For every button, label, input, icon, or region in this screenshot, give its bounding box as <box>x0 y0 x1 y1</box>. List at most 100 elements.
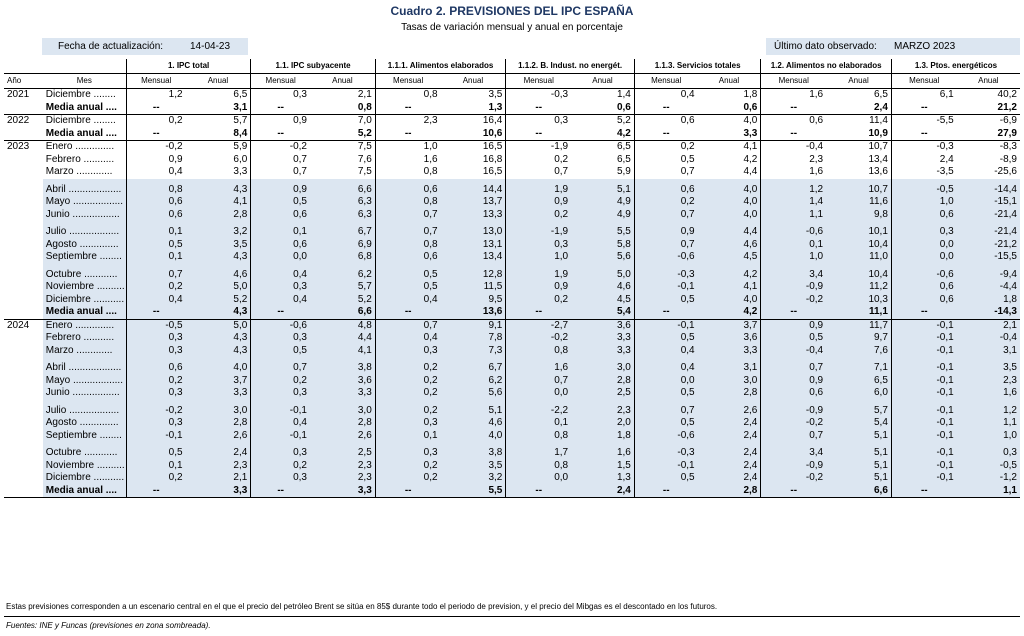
spacer-cell <box>826 263 892 269</box>
mensual-cell: 0,7 <box>250 166 310 179</box>
spacer-row <box>4 442 1020 447</box>
mensual-cell: 0,7 <box>760 362 827 375</box>
anual-cell: 1,8 <box>956 293 1020 306</box>
spacer-cell <box>956 263 1020 269</box>
anual-cell: 10,4 <box>826 238 892 251</box>
spacer-cell <box>440 178 506 184</box>
table-row: Junio ................. 0,3 3,3 0,3 3,3 0,2 5,… <box>4 387 1020 400</box>
mensual-cell: -- <box>250 101 310 115</box>
table-row: 2022 Diciembre ........ 0,2 5,7 0,9 7,0 2,3 16,… <box>4 114 1020 128</box>
mensual-cell: 0,5 <box>633 472 698 485</box>
anual-cell: 3,5 <box>185 238 251 251</box>
mensual-cell: 0,9 <box>760 319 827 332</box>
anual-cell: 4,0 <box>743 115 758 127</box>
year-cell <box>4 404 43 417</box>
anual-cell: 4,0 <box>697 196 761 209</box>
anual-cell: 4,6 <box>697 238 761 251</box>
anual-cell: 0,8 <box>309 101 376 115</box>
spacer-cell <box>42 221 127 226</box>
spacer-cell <box>42 399 127 405</box>
anual-cell: 6,2 <box>309 268 376 281</box>
year-cell <box>4 268 43 281</box>
mensual-cell: -- <box>760 101 827 115</box>
anual-cell: 2,3 <box>309 472 376 485</box>
spacer-row <box>4 178 1020 184</box>
year-header: Año <box>4 73 43 89</box>
anual-cell: 5,0 <box>571 268 635 281</box>
table-row: 2024 Enero .............. -0,5 5,0 -0,6 4,8 0,… <box>4 319 1020 332</box>
mensual-cell: -0,6 <box>890 268 957 281</box>
anual-cell: 2,6 <box>309 429 376 442</box>
anual-cell: 5,1 <box>571 183 635 196</box>
mensual-cell: -- <box>890 306 957 320</box>
month-cell: Octubre ............ <box>42 268 127 281</box>
mensual-cell: -- <box>505 101 572 115</box>
anual-cell: -21,4 <box>956 208 1020 221</box>
anual-cell: 5,5 <box>571 226 635 239</box>
mensual-cell: -0,1 <box>250 429 310 442</box>
group-header: 1.2. Alimentos no elaborados <box>760 59 892 74</box>
year-cell <box>4 442 43 447</box>
table-row: Diciembre ........... 0,2 2,1 0,3 2,3 0,2 3,2 0… <box>4 472 1020 485</box>
anual-cell: 4,2 <box>571 127 635 141</box>
mensual-cell: -0,1 <box>125 429 186 442</box>
anual-cell: 3,3 <box>309 484 376 498</box>
mensual-cell: 0,6 <box>890 208 957 221</box>
mensual-cell: -- <box>374 306 441 320</box>
mensual-cell: -0,1 <box>890 387 957 400</box>
mensual-cell: -5,5 <box>890 114 957 128</box>
spacer-row <box>4 221 1020 226</box>
mensual-cell: 0,2 <box>505 208 572 221</box>
anual-cell: -0,5 <box>956 459 1020 472</box>
mensual-cell: -0,6 <box>250 319 310 332</box>
mensual-cell: -- <box>125 127 186 141</box>
mensual-cell: 1,2 <box>760 183 827 196</box>
mensual-cell: -0,4 <box>760 140 827 154</box>
table-row: Noviembre .......... 0,1 2,3 0,2 2,3 0,2 3,5 0,… <box>4 459 1020 472</box>
table-row: Marzo ............. 0,4 3,3 0,7 7,5 0,8 16,5 0,… <box>4 166 1020 179</box>
spacer-cell <box>440 442 506 447</box>
anual-cell: 5,1 <box>826 447 892 460</box>
anual-cell: 12,8 <box>440 268 506 281</box>
spacer-cell <box>697 357 761 362</box>
spacer-cell <box>185 399 251 405</box>
anual-header: Anual <box>826 73 892 89</box>
month-cell: Mayo .................. <box>42 374 127 387</box>
table-row: Febrero ........... 0,9 6,0 0,7 7,6 1,6 16,8 0,… <box>4 153 1020 166</box>
anual-cell: 4,4 <box>697 226 761 239</box>
spacer-cell <box>697 399 761 405</box>
month-cell: Febrero ........... <box>42 332 127 345</box>
anual-cell: -14,4 <box>956 183 1020 196</box>
anual-cell: 4,9 <box>571 196 635 209</box>
mensual-cell: 0,6 <box>633 183 698 196</box>
anual-cell: -21,4 <box>956 226 1020 239</box>
anual-cell: 6,2 <box>440 374 506 387</box>
anual-cell: 3,6 <box>309 374 376 387</box>
anual-cell: 10,1 <box>826 226 892 239</box>
mensual-header: Mensual <box>890 73 957 89</box>
anual-cell: 7,1 <box>826 362 892 375</box>
mensual-cell: -0,1 <box>890 362 957 375</box>
mensual-cell: 0,3 <box>890 226 957 239</box>
mensual-cell: -0,1 <box>633 459 698 472</box>
spacer-cell <box>185 263 251 269</box>
anual-cell: 5,2 <box>309 293 376 306</box>
anual-cell: 13,6 <box>440 306 506 320</box>
spacer-cell <box>309 178 376 184</box>
anual-cell: 5,7 <box>826 404 892 417</box>
mensual-cell: -0,1 <box>890 459 957 472</box>
spacer-cell <box>571 221 635 226</box>
mensual-cell: 0,5 <box>633 387 698 400</box>
anual-cell: 4,0 <box>697 208 761 221</box>
spacer-cell <box>250 399 310 405</box>
anual-cell: 16,4 <box>482 115 503 127</box>
spacer-cell <box>697 263 761 269</box>
footnote-divider <box>4 616 1020 617</box>
mensual-cell: 0,3 <box>505 238 572 251</box>
mensual-cell: 0,0 <box>505 387 572 400</box>
anual-header: Anual <box>571 73 635 89</box>
spacer-cell <box>633 263 698 269</box>
anual-cell: 2,3 <box>309 459 376 472</box>
month-cell: Agosto .............. <box>42 417 127 430</box>
anual-cell: 11,1 <box>826 306 892 320</box>
